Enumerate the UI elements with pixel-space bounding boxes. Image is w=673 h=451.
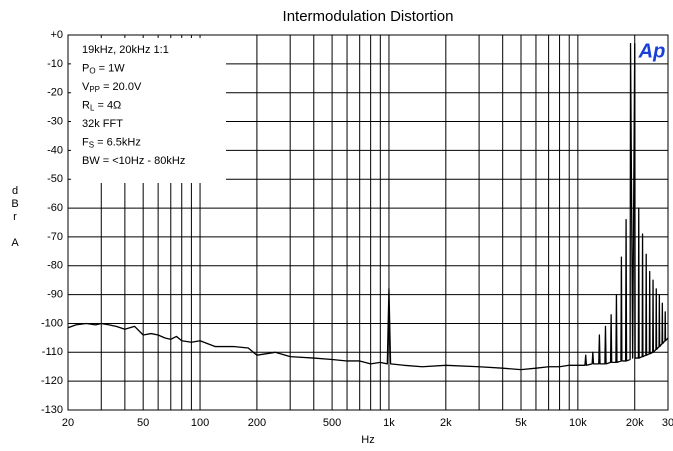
y-tick-label: -60 [47, 202, 63, 214]
y-tick-label: -20 [47, 87, 63, 99]
subscript: S [89, 141, 94, 150]
x-tick-label: 200 [248, 417, 266, 429]
x-tick-label: 20k [626, 417, 644, 429]
y-tick-label: -110 [42, 346, 63, 358]
annotation-text: F [82, 136, 89, 148]
x-tick-label: 50 [137, 417, 149, 429]
chart-title: Intermodulation Distortion [283, 8, 454, 25]
annotation-text: = 6.5kHz [94, 136, 141, 148]
y-tick-label: -80 [47, 260, 63, 272]
y-axis-label: dBr A [9, 185, 21, 250]
annotation: FS = 6.5kHz [82, 136, 141, 149]
y-tick-label: +0 [50, 29, 63, 41]
annotation-text: P [82, 62, 89, 74]
annotation: RL = 4Ω [82, 99, 121, 112]
y-tick-label: -30 [47, 115, 63, 127]
x-tick-label: 1k [383, 417, 395, 429]
subscript: PP [89, 85, 100, 94]
y-tick-label: -10 [47, 58, 63, 70]
y-tick-label: -120 [41, 375, 63, 387]
annotation-text: 19kHz, 20kHz 1:1 [82, 44, 169, 56]
annotation: 32k FFT [82, 118, 123, 130]
y-tick-label: -40 [47, 144, 63, 156]
logo: Ap [638, 40, 666, 62]
annotation: PO = 1W [82, 62, 125, 75]
y-tick-label: -90 [47, 289, 63, 301]
annotation-box [71, 38, 226, 183]
y-tick-label: -130 [41, 404, 63, 416]
x-tick-label: 500 [323, 417, 341, 429]
data-line [67, 43, 669, 371]
annotation-text: V [82, 81, 90, 93]
plot-frame [67, 34, 669, 411]
annotation-text: BW = <10Hz - 80kHz [82, 155, 185, 167]
x-tick-label: 10k [569, 417, 587, 429]
subscript: L [90, 104, 95, 113]
x-tick-label: 2k [440, 417, 452, 429]
annotation: 19kHz, 20kHz 1:1 [82, 44, 169, 56]
y-tick-label: -100 [41, 317, 63, 329]
annotation: BW = <10Hz - 80kHz [82, 155, 185, 167]
annotation: VPP = 20.0V [82, 81, 142, 94]
y-tick-label: -50 [47, 173, 63, 185]
annotation-text: = 1W [96, 62, 126, 74]
x-tick-label: 100 [191, 417, 209, 429]
subscript: O [89, 67, 95, 76]
x-tick-label: 20 [62, 417, 74, 429]
y-tick-label: -70 [47, 231, 63, 243]
x-axis-label: Hz [361, 434, 374, 446]
annotation-text: = 4Ω [94, 99, 121, 111]
annotation-text: = 20.0V [100, 81, 142, 93]
annotation-text: 32k FFT [82, 118, 123, 130]
x-tick-label: 5k [515, 417, 527, 429]
x-tick-label: 30 [662, 417, 673, 429]
annotation-text: R [82, 99, 90, 111]
